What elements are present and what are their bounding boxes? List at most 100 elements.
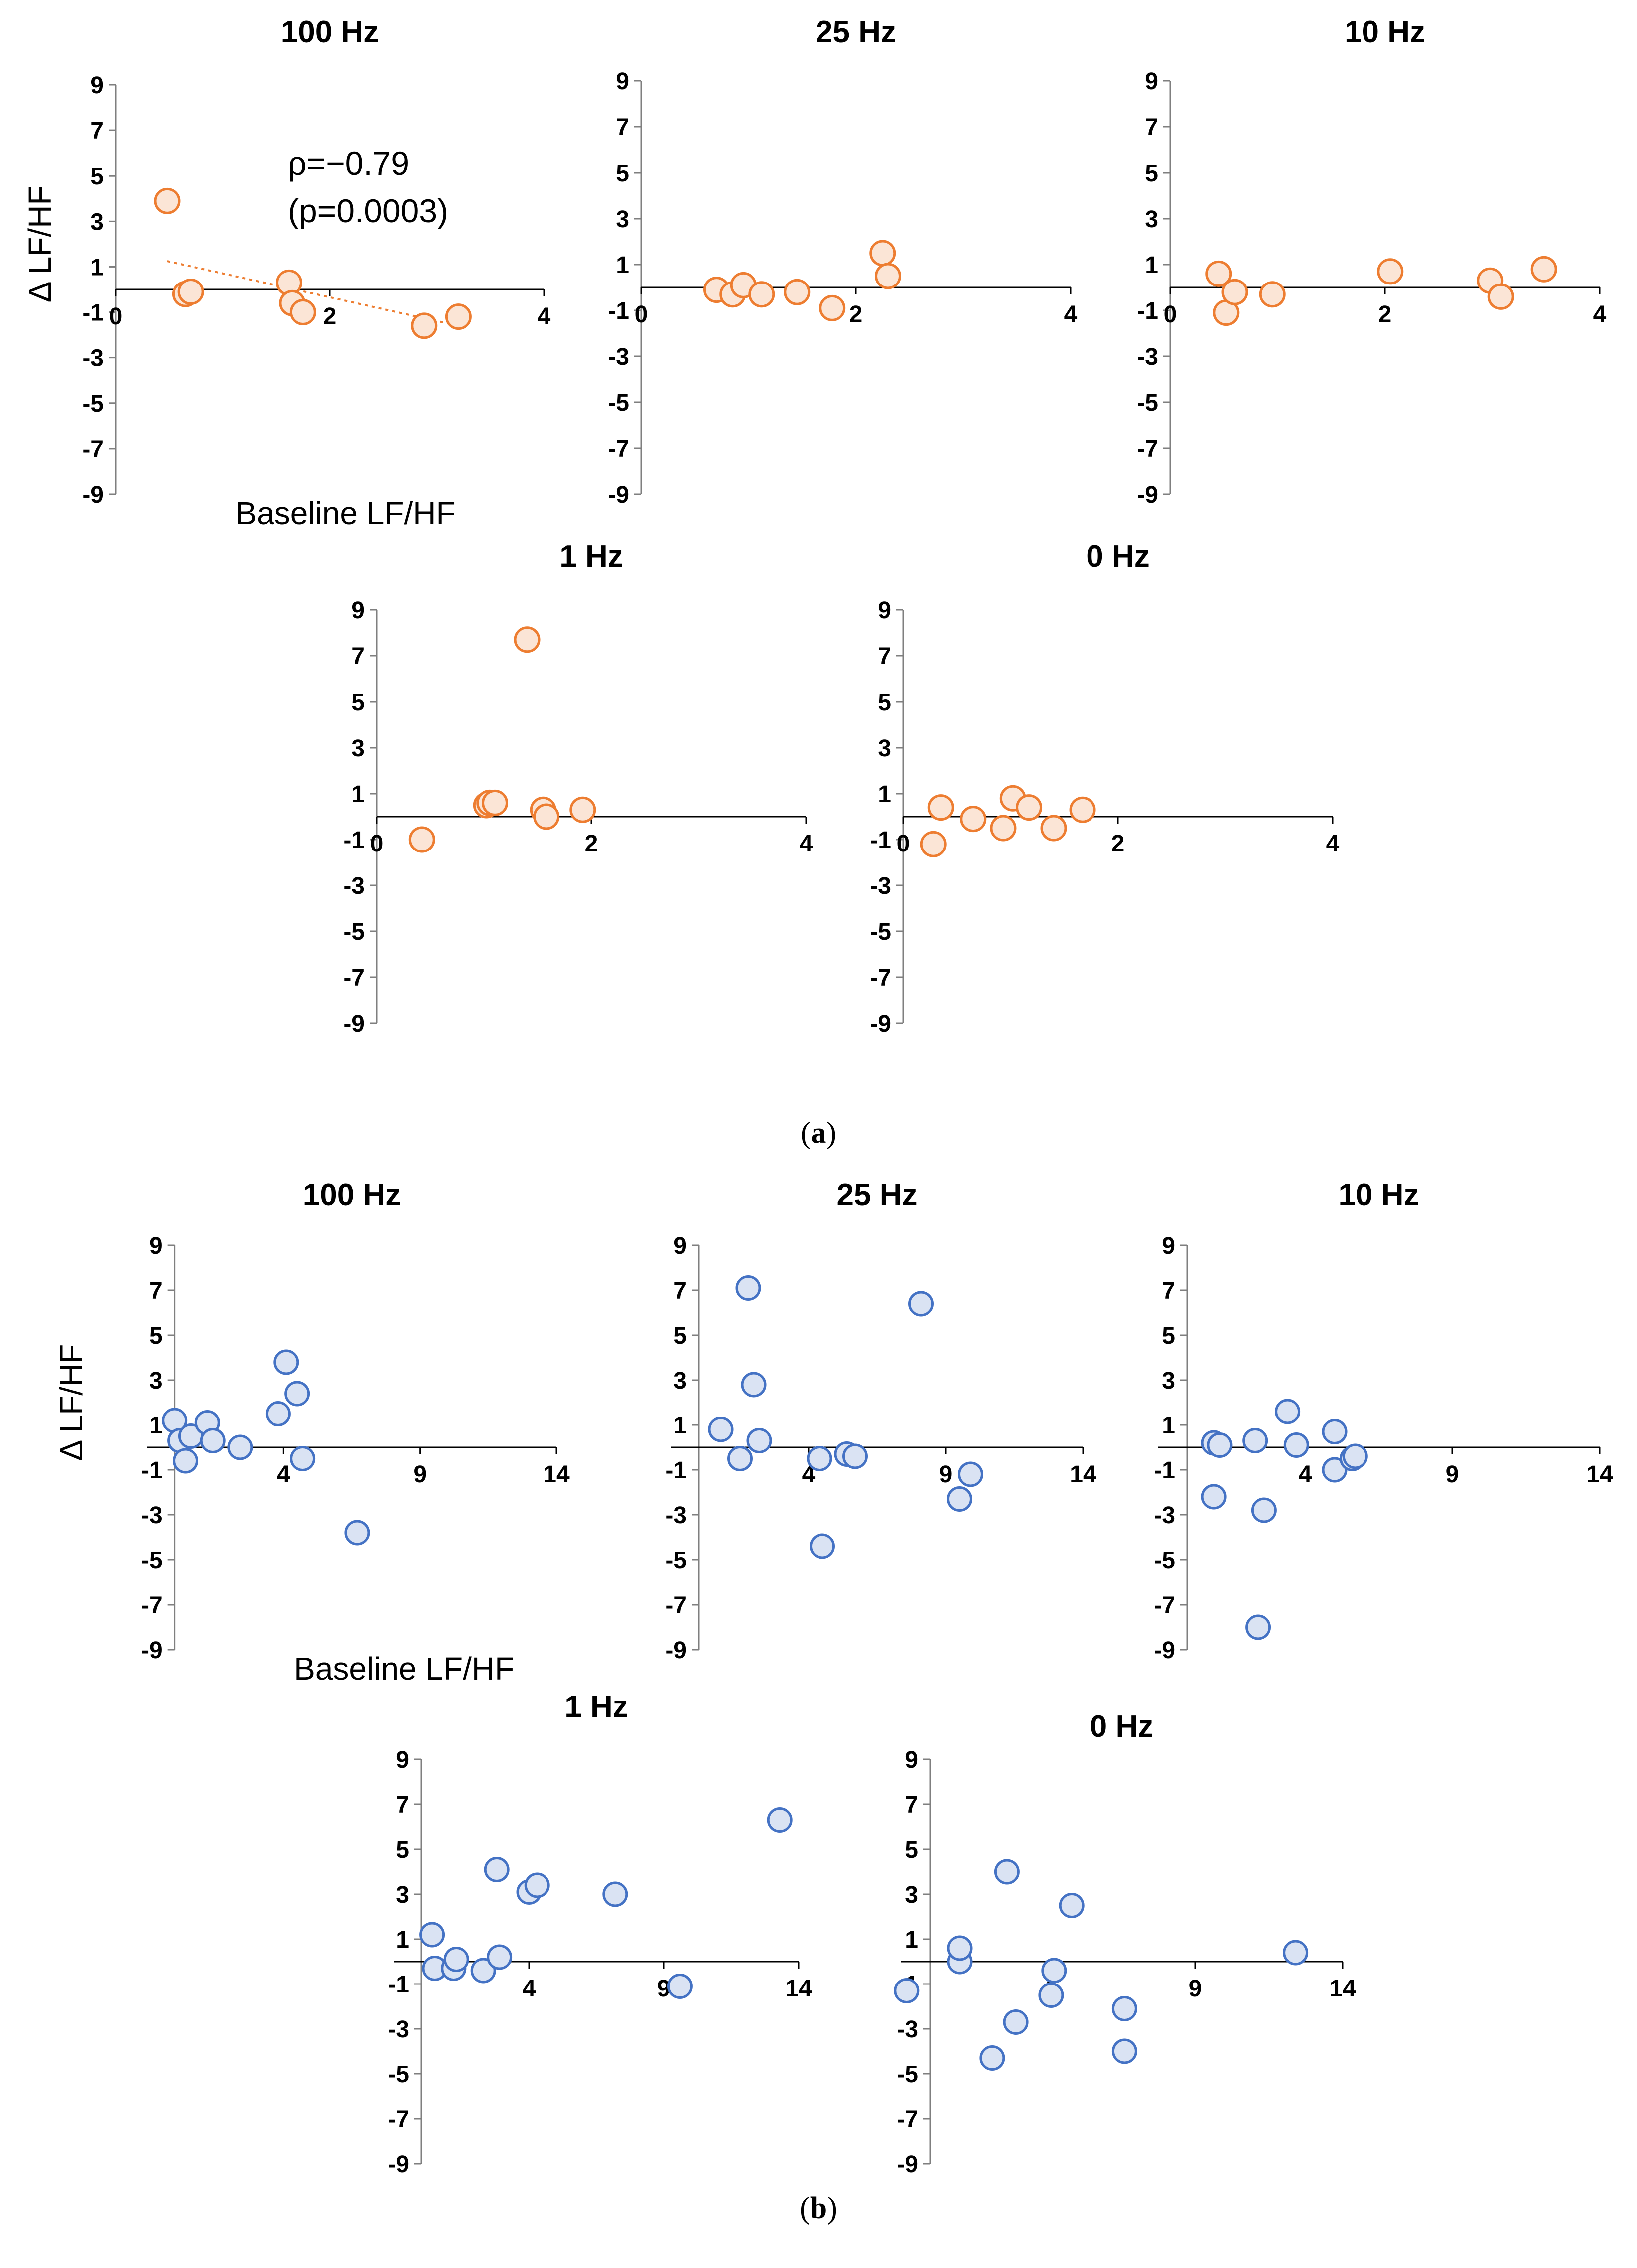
y-tick-label: 1	[1162, 1413, 1175, 1439]
y-tick-label: 5	[1145, 160, 1158, 187]
y-tick-label: 9	[673, 1233, 687, 1259]
y-tick-label: 7	[878, 643, 891, 670]
y-tick-label: 1	[616, 252, 629, 279]
y-tick-label: 1	[673, 1413, 687, 1439]
data-point	[920, 831, 947, 857]
y-tick-label: 3	[673, 1368, 687, 1394]
x-tick-label: 2	[1378, 301, 1392, 328]
y-tick-label: 7	[1162, 1278, 1175, 1304]
data-point	[819, 294, 846, 321]
y-tick-label: -3	[388, 2016, 409, 2043]
data-point	[1059, 1893, 1085, 1918]
y-tick-label: -3	[1154, 1502, 1175, 1529]
y-tick-label: -9	[897, 2151, 918, 2178]
x-tick-label: 14	[543, 1461, 570, 1488]
data-point	[569, 796, 596, 823]
data-point	[810, 1533, 835, 1559]
data-point	[1530, 256, 1557, 283]
y-tick-label: -7	[343, 965, 365, 991]
panel-title: 25 Hz	[816, 15, 896, 49]
y-tick-label: 5	[351, 689, 365, 716]
data-point	[727, 1446, 753, 1471]
data-point	[1283, 1432, 1309, 1458]
data-point	[767, 1807, 793, 1833]
x-tick-label: 9	[939, 1461, 953, 1488]
y-tick-label: -7	[665, 1592, 687, 1619]
y-tick-label: 5	[616, 160, 629, 187]
y-tick-label: -3	[665, 1502, 687, 1529]
data-point	[1251, 1497, 1277, 1523]
y-tick-label: 1	[878, 781, 891, 808]
y-tick-label: 7	[149, 1278, 163, 1304]
y-tick-label: 9	[905, 1747, 918, 1773]
y-tick-label: -1	[665, 1457, 687, 1484]
y-tick-label: -7	[608, 436, 629, 462]
y-tick-label: -7	[1154, 1592, 1175, 1619]
y-tick-label: 3	[878, 735, 891, 762]
y-tick-label: 9	[396, 1747, 409, 1773]
data-point	[173, 1448, 199, 1474]
y-tick-label: -7	[388, 2106, 409, 2133]
y-tick-label: -3	[870, 873, 891, 899]
y-tick-label: -5	[82, 391, 104, 417]
data-point	[807, 1446, 832, 1471]
y-tick-label: 9	[149, 1233, 163, 1259]
x-tick-label: 4	[1326, 831, 1340, 857]
data-point	[273, 1349, 299, 1375]
data-point	[1038, 1983, 1064, 2008]
x-tick-label: 14	[1329, 1976, 1356, 2002]
data-point	[960, 806, 987, 833]
y-tick-label: -7	[1137, 436, 1158, 462]
panel-title: 10 Hz	[1339, 1178, 1419, 1212]
data-point	[1259, 281, 1286, 308]
data-point	[1275, 1399, 1301, 1424]
data-point	[533, 803, 560, 830]
panel-a-2: 25 Hz 9 7 5 3 1 -1 -3 -5 -7 -9 0 2 4	[608, 15, 1077, 508]
y-tick-label: -5	[870, 919, 891, 945]
y-tick-label: -7	[141, 1592, 163, 1619]
data-point	[708, 1417, 734, 1442]
y-tick-label: 3	[396, 1882, 409, 1908]
y-axis-label: Δ LF/HF	[22, 185, 58, 302]
y-tick-label: 5	[673, 1323, 687, 1349]
x-axis-label: Baseline LF/HF	[235, 495, 455, 531]
y-tick-label: 3	[149, 1368, 163, 1394]
y-tick-label: 5	[1162, 1323, 1175, 1349]
caption-b-letter: b	[810, 2191, 827, 2225]
data-point	[1201, 1484, 1227, 1510]
x-tick-label: 14	[1070, 1461, 1096, 1488]
y-tick-label: -5	[343, 919, 365, 945]
data-point	[994, 1859, 1020, 1885]
data-point	[927, 794, 954, 821]
panel-title: 25 Hz	[837, 1178, 918, 1212]
x-tick-label: 0	[370, 831, 384, 857]
y-tick-label: -9	[665, 1637, 687, 1664]
y-tick-label: 1	[905, 1927, 918, 1953]
y-tick-label: -3	[897, 2016, 918, 2043]
data-point	[1016, 794, 1043, 821]
data-point	[1242, 1428, 1268, 1453]
y-tick-label: -1	[608, 298, 629, 324]
data-point	[408, 826, 435, 853]
caption-a-letter: a	[811, 1116, 826, 1150]
data-point	[1342, 1443, 1368, 1469]
panel-a-1: 100 Hz 9 7 5 3 1 -1 -3 -5 -7 -9 0 2 4 Δ LF/HF Baseline …	[22, 15, 551, 531]
panel-title: 100 Hz	[281, 15, 379, 49]
y-tick-label: 7	[1145, 114, 1158, 141]
panels: 100 Hz 9 7 5 3 1 -1 -3 -5 -7 -9 0 2 4 Δ LF/HF Baseline …	[22, 15, 1613, 2178]
data-point	[1207, 1432, 1233, 1458]
x-tick-label: 4	[800, 831, 813, 857]
y-tick-label: -5	[897, 2061, 918, 2088]
x-tick-label: 14	[785, 1976, 812, 2002]
y-tick-label: 3	[1162, 1368, 1175, 1394]
y-tick-label: 1	[396, 1927, 409, 1953]
data-point	[746, 1428, 772, 1453]
y-tick-label: 3	[905, 1882, 918, 1908]
data-point	[748, 281, 775, 308]
data-point	[842, 1443, 868, 1469]
y-tick-label: -3	[1137, 344, 1158, 370]
y-tick-label: -5	[1154, 1547, 1175, 1574]
